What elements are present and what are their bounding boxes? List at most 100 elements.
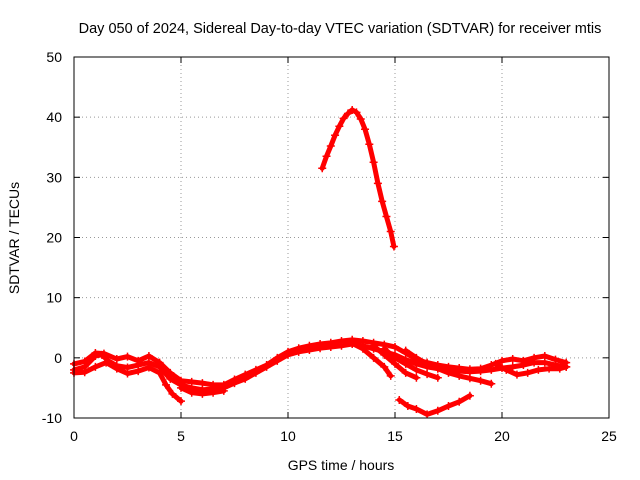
data-point xyxy=(343,109,352,118)
data-point xyxy=(369,158,378,167)
data-point xyxy=(382,212,391,221)
data-point xyxy=(465,391,474,400)
data-point xyxy=(523,368,532,377)
data-point xyxy=(401,368,410,377)
y-tick-label: 10 xyxy=(46,290,62,306)
data-point xyxy=(102,358,111,367)
data-point xyxy=(455,397,464,406)
x-tick-label: 0 xyxy=(70,428,78,444)
data-point xyxy=(433,364,442,373)
data-point xyxy=(284,347,292,356)
data-point xyxy=(412,353,421,362)
data-point xyxy=(365,140,374,149)
data-point xyxy=(162,380,171,389)
data-point xyxy=(155,358,164,367)
data-point xyxy=(112,355,121,364)
data-point xyxy=(386,227,395,236)
data-point xyxy=(386,371,395,380)
data-point xyxy=(476,376,485,385)
data-point xyxy=(423,359,432,368)
y-tick-label: 30 xyxy=(46,169,62,185)
series-arc-7 xyxy=(380,344,442,382)
data-point xyxy=(155,368,164,377)
data-point xyxy=(361,125,370,134)
data-point xyxy=(219,386,228,395)
data-point xyxy=(198,379,207,388)
data-point xyxy=(322,152,331,161)
y-axis-label: SDTVAR / TECUs xyxy=(6,182,22,294)
data-point xyxy=(380,344,389,353)
data-point xyxy=(262,361,271,370)
data-point xyxy=(294,344,303,353)
data-point xyxy=(508,362,517,371)
series-arc-9 xyxy=(491,359,571,379)
x-tick-label: 20 xyxy=(494,428,510,444)
data-point xyxy=(412,365,421,374)
data-point xyxy=(465,374,474,383)
x-tick-label: 15 xyxy=(387,428,403,444)
data-point xyxy=(476,364,485,373)
data-point xyxy=(358,344,367,353)
data-point xyxy=(91,349,100,358)
data-point xyxy=(423,370,432,379)
series-arc-5 xyxy=(348,339,395,380)
data-point xyxy=(123,352,132,361)
data-point xyxy=(177,383,185,392)
y-tick-label: -10 xyxy=(42,410,62,426)
series-arc-4 xyxy=(177,383,228,398)
x-axis-label: GPS time / hours xyxy=(288,457,395,473)
data-point xyxy=(187,388,196,397)
data-point xyxy=(369,341,378,350)
data-point xyxy=(369,353,378,362)
y-tick-label: 20 xyxy=(46,230,62,246)
data-point xyxy=(540,352,549,361)
axis-ticks: 0 5 10 15 20 25 -10 0 10 20 30 40 50 xyxy=(42,49,617,444)
data-point xyxy=(134,356,143,365)
y-tick-label: 40 xyxy=(46,109,62,125)
chart-title: Day 050 of 2024, Sidereal Day-to-day VTE… xyxy=(79,21,602,37)
data-point xyxy=(378,197,387,206)
data-point xyxy=(391,353,399,362)
series-arc-10 xyxy=(395,391,474,419)
data-point xyxy=(187,377,196,386)
data-point xyxy=(373,179,382,188)
data-point xyxy=(326,338,335,347)
data-point xyxy=(80,368,89,377)
data-point xyxy=(209,388,218,397)
data-point xyxy=(168,389,177,398)
data-point xyxy=(112,364,121,373)
data-point xyxy=(455,371,464,380)
data-point xyxy=(545,364,554,373)
data-point xyxy=(423,410,432,419)
data-point xyxy=(251,365,260,374)
data-point xyxy=(348,339,357,348)
data-point xyxy=(491,359,500,368)
data-point xyxy=(562,362,571,371)
x-tick-label: 5 xyxy=(177,428,185,444)
data-point xyxy=(144,363,153,372)
data-point xyxy=(380,362,389,371)
data-point xyxy=(134,367,143,376)
data-point xyxy=(534,365,543,374)
series-trace xyxy=(71,360,184,404)
data-point xyxy=(519,356,528,365)
data-point xyxy=(401,359,410,368)
data-point xyxy=(444,368,453,377)
data-point xyxy=(318,164,327,173)
data-point xyxy=(455,364,464,373)
data-point xyxy=(241,370,250,379)
data-point xyxy=(356,114,365,123)
series-arc-6 xyxy=(369,341,421,382)
data-point xyxy=(177,376,185,385)
data-point xyxy=(412,373,421,382)
y-tick-label: 50 xyxy=(46,49,62,65)
data-point xyxy=(412,404,421,413)
data-point xyxy=(433,406,442,415)
data-point xyxy=(348,105,357,114)
data-point xyxy=(337,336,346,345)
data-point xyxy=(508,355,517,364)
data-point xyxy=(177,397,185,406)
data-point xyxy=(123,369,132,378)
